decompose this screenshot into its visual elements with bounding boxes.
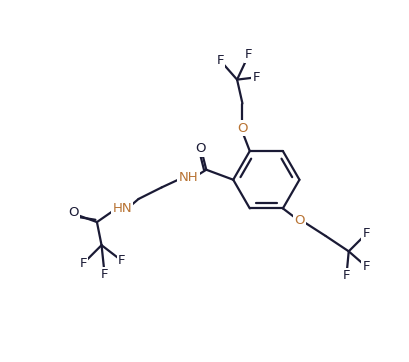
Text: HN: HN [112,202,132,215]
Text: F: F [362,227,369,240]
Text: F: F [244,49,252,62]
Text: F: F [342,269,349,282]
Text: O: O [294,214,304,227]
Text: O: O [237,122,247,135]
Text: F: F [117,254,125,267]
Text: O: O [68,206,79,219]
Text: F: F [216,54,223,67]
Text: F: F [79,257,87,270]
Text: F: F [101,268,108,281]
Text: O: O [194,142,205,155]
Text: NH: NH [178,171,198,184]
Text: F: F [362,260,369,273]
Text: F: F [252,71,259,84]
